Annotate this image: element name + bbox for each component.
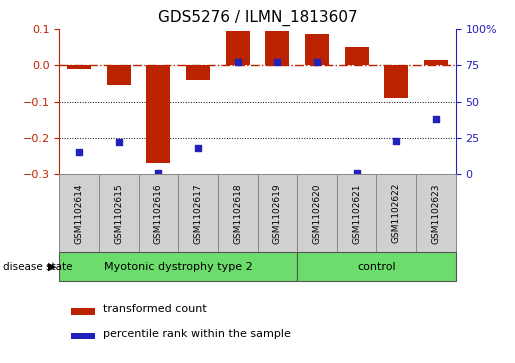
Bar <box>265 31 289 65</box>
Point <box>114 139 123 145</box>
Bar <box>416 174 456 252</box>
Bar <box>146 65 170 163</box>
Point <box>233 60 242 65</box>
Bar <box>178 174 218 252</box>
Text: disease state: disease state <box>3 262 72 272</box>
Bar <box>345 47 369 65</box>
Bar <box>297 174 337 252</box>
Bar <box>71 308 95 314</box>
Text: GSM1102621: GSM1102621 <box>352 183 361 244</box>
Point <box>273 60 281 65</box>
Bar <box>59 174 99 252</box>
Point <box>313 60 321 65</box>
Title: GDS5276 / ILMN_1813607: GDS5276 / ILMN_1813607 <box>158 10 357 26</box>
Bar <box>297 252 456 281</box>
Bar <box>186 65 210 80</box>
Text: GSM1102614: GSM1102614 <box>75 183 83 244</box>
Bar <box>107 65 131 85</box>
Bar <box>67 65 91 69</box>
Bar <box>258 174 297 252</box>
Point <box>352 170 360 176</box>
Bar <box>226 31 250 65</box>
Text: transformed count: transformed count <box>103 304 207 314</box>
Text: GSM1102615: GSM1102615 <box>114 183 123 244</box>
Text: GSM1102618: GSM1102618 <box>233 183 242 244</box>
Bar <box>376 174 416 252</box>
Text: GSM1102616: GSM1102616 <box>154 183 163 244</box>
Bar <box>305 34 329 65</box>
Bar <box>71 333 95 339</box>
Text: GSM1102620: GSM1102620 <box>313 183 321 244</box>
Bar <box>384 65 408 98</box>
Text: Myotonic dystrophy type 2: Myotonic dystrophy type 2 <box>104 262 252 272</box>
Point <box>194 145 202 151</box>
Text: percentile rank within the sample: percentile rank within the sample <box>103 329 291 339</box>
Point <box>432 116 440 122</box>
Text: ▶: ▶ <box>48 262 57 272</box>
Text: GSM1102619: GSM1102619 <box>273 183 282 244</box>
Text: GSM1102623: GSM1102623 <box>432 183 440 244</box>
Point <box>75 150 83 155</box>
Point <box>392 138 401 144</box>
Bar <box>424 60 448 65</box>
Bar <box>99 174 139 252</box>
Text: GSM1102617: GSM1102617 <box>194 183 202 244</box>
Bar <box>337 174 376 252</box>
Point <box>154 170 162 176</box>
Bar <box>218 174 258 252</box>
Bar <box>139 174 178 252</box>
Text: GSM1102622: GSM1102622 <box>392 183 401 244</box>
Bar <box>59 252 297 281</box>
Text: control: control <box>357 262 396 272</box>
